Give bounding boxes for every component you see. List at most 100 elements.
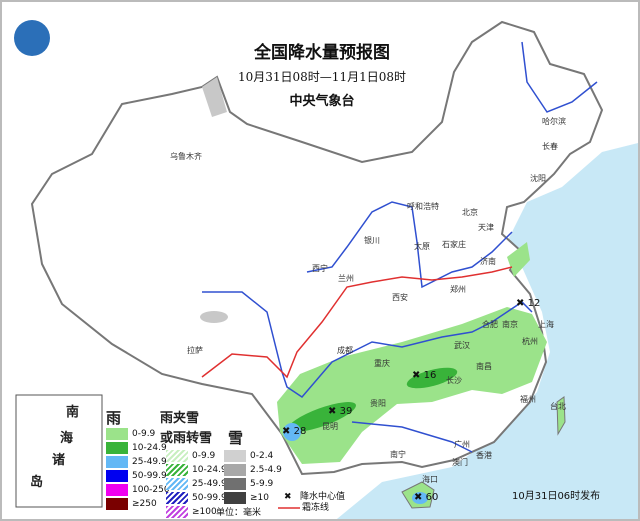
rain-band-moderate: [288, 402, 356, 432]
city-label: 沈阳: [530, 174, 546, 183]
city-label: 南京: [502, 320, 518, 329]
inset-label: 岛: [30, 475, 44, 490]
city-label: 成都: [337, 346, 353, 355]
city-label: 银川: [364, 236, 380, 245]
rain-band-shandong: [507, 242, 530, 277]
taiwan: [556, 396, 566, 436]
legend-label: ≥250: [132, 499, 157, 509]
rain-area-heavy: [412, 492, 428, 504]
legend-swatch-rain: [106, 484, 128, 496]
value-text: 28: [293, 426, 307, 437]
legend-rain-title: 雨: [106, 409, 122, 427]
rain-center-value: ✖ 28: [282, 426, 306, 438]
city-label: 合肥: [482, 320, 498, 329]
rain-center-marker: ✖: [414, 492, 423, 503]
legend-swatch-snow: [224, 492, 246, 504]
city-label: 澳门: [452, 458, 468, 467]
city-label: 重庆: [374, 359, 390, 368]
city-label: 昆明: [322, 422, 338, 431]
rain-center-marker: ✖: [412, 370, 421, 381]
legend-label: 25-49.9: [132, 457, 167, 467]
city-label: 西宁: [312, 264, 328, 273]
city-label: 北京: [462, 208, 478, 217]
legend-label: 50-99.9: [192, 493, 227, 503]
legend-swatch-rain: [106, 442, 128, 454]
inset-label: 南: [66, 405, 80, 420]
legend-label: 50-99.9: [132, 471, 167, 481]
rain-center-value: ✖ 12: [516, 298, 540, 310]
legend-swatch-rain: [106, 456, 128, 468]
city-label: 长春: [542, 142, 558, 151]
legend-label: 10-24.9: [192, 465, 227, 475]
legend-swatch-snow: [224, 464, 246, 476]
legend-center-label: 降水中心值: [300, 492, 346, 502]
legend-swatch-mixed: [166, 478, 188, 490]
legend-swatch-rain: [106, 428, 128, 440]
legend-swatch-mixed: [166, 464, 188, 476]
yangtze-river: [202, 291, 533, 398]
city-label: 济南: [480, 257, 496, 266]
legend-label: 100-250: [132, 485, 170, 495]
city-label: 长沙: [446, 376, 462, 385]
legend-frost-label: 霜冻线: [302, 503, 330, 513]
snow-area: [202, 77, 227, 117]
map-title: 全国降水量预报图: [254, 43, 390, 63]
rain-center-value: ✖ 60: [414, 492, 438, 504]
rain-center-symbol: ✖: [284, 492, 292, 502]
value-text: 12: [527, 298, 541, 309]
legend-swatch-snow: [224, 450, 246, 462]
value-text: 39: [339, 406, 353, 417]
legend-swatch-mixed: [166, 492, 188, 504]
city-label: 上海: [538, 320, 554, 329]
city-label: 哈尔滨: [542, 117, 566, 126]
legend-swatch-rain: [106, 498, 128, 510]
legend-swatch-snow: [224, 478, 246, 490]
snow-area: [200, 311, 228, 323]
city-label: 南昌: [476, 362, 492, 371]
legend-mixed-title: 雨夹雪: [160, 411, 200, 426]
legend-label: 0-9.9: [132, 429, 156, 439]
rain-area-heavy: [283, 423, 301, 441]
cma-logo: [14, 20, 50, 56]
legend-label: 5-9.9: [250, 479, 274, 489]
city-label: 西安: [392, 293, 408, 302]
legend-label: ≥100: [192, 507, 217, 517]
legend-label: 10-24.9: [132, 443, 167, 453]
city-label: 杭州: [522, 337, 538, 346]
legend-label: ≥10: [250, 493, 269, 503]
value-text: 16: [423, 370, 437, 381]
legend-label: 0-2.4: [250, 451, 274, 461]
city-label: 贵阳: [370, 399, 386, 408]
legend-label: 25-49.9: [192, 479, 227, 489]
value-text: 60: [425, 492, 439, 503]
city-label: 海口: [422, 475, 438, 484]
rain-band-moderate: [406, 367, 458, 389]
city-label: 台北: [550, 402, 566, 411]
city-label: 福州: [520, 395, 536, 404]
rain-center-marker: ✖: [328, 406, 337, 417]
city-label: 武汉: [454, 341, 470, 350]
south-china-sea-inset: [15, 394, 103, 508]
city-label: 南宁: [390, 450, 406, 459]
city-label: 郑州: [450, 285, 466, 294]
city-label: 太原: [414, 242, 430, 251]
legend-snow-title: 雪: [228, 429, 244, 447]
pearl-river: [351, 421, 473, 453]
city-label: 拉萨: [187, 346, 203, 355]
city-label: 乌鲁木齐: [170, 152, 202, 161]
city-label: 天津: [478, 223, 494, 232]
inset-label: 诸: [52, 453, 66, 468]
issuing-organization: 中央气象台: [289, 94, 355, 109]
rain-center-marker: ✖: [282, 426, 291, 437]
legend-swatch-rain: [106, 470, 128, 482]
legend-label: 0-9.9: [192, 451, 216, 461]
songhua-river: [521, 41, 598, 113]
rain-center-value: ✖ 16: [412, 370, 436, 382]
legend-swatch-mixed: [166, 450, 188, 462]
rain-center-value: ✖ 39: [328, 406, 352, 418]
legend-label: 2.5-4.9: [250, 465, 282, 475]
city-label: 呼和浩特: [407, 202, 439, 211]
legend-mixed-title: 或雨转雪: [160, 431, 213, 446]
